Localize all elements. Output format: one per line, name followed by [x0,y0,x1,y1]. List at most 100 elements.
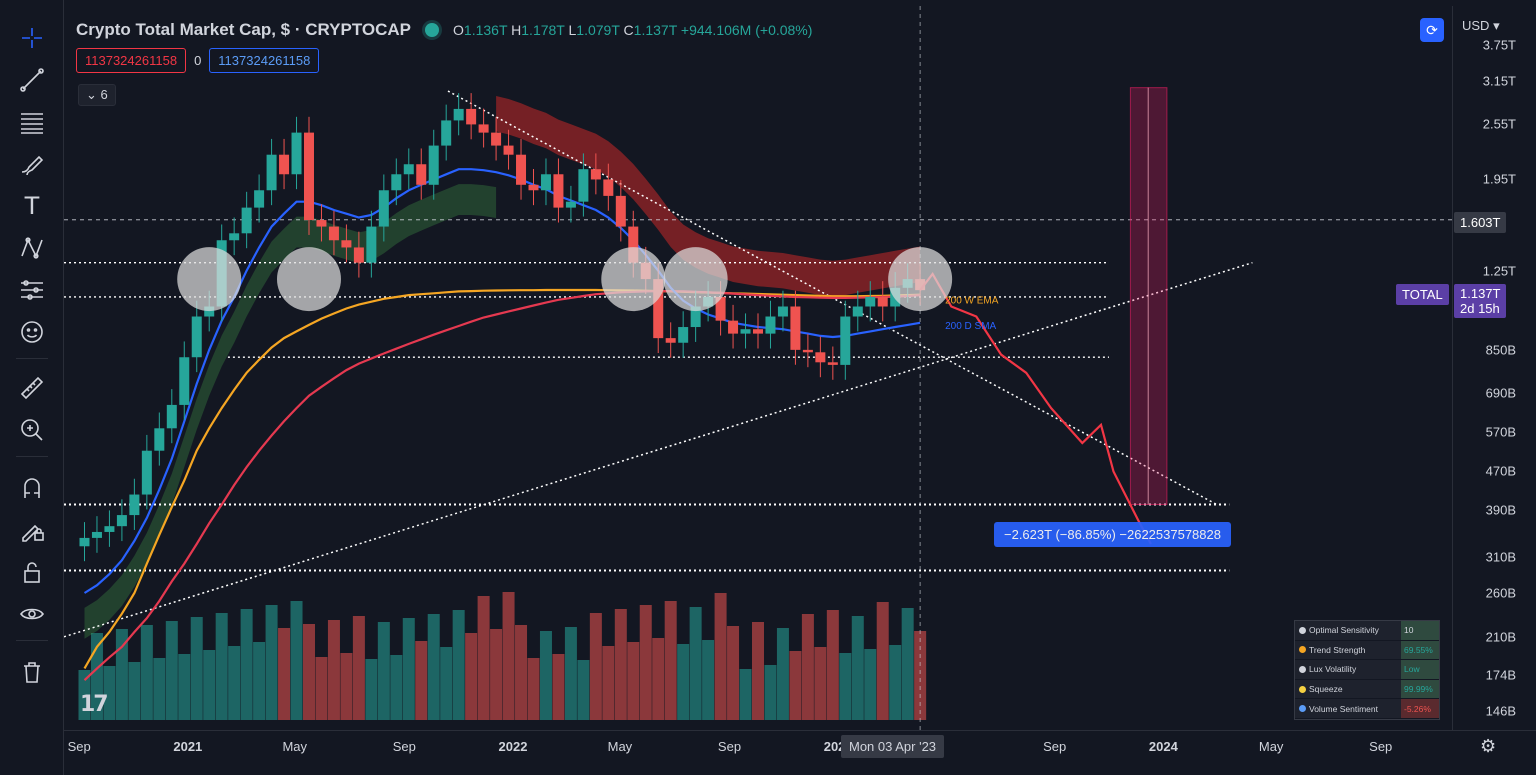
forecast-tool-icon[interactable] [14,272,50,308]
time-tick: May [607,739,633,754]
pattern-icon[interactable] [14,230,50,266]
volume-bar [789,651,802,720]
volume-bar [901,608,914,720]
indicators-collapse-button[interactable]: ⌄ 6 [78,84,116,106]
crosshair-icon[interactable] [14,20,50,56]
price-tick: 174B [1485,667,1516,683]
candle-body [603,179,614,196]
auto-scale-button[interactable]: ⟳ [1420,18,1444,42]
candle-body [877,296,888,307]
volume-bar [889,645,902,720]
candle-body [403,164,414,175]
dashboard-row-value: 69.55% [1401,640,1439,660]
volume-bar [652,638,665,720]
volume-bar [577,660,590,720]
chevron-down-icon: ▾ [1489,18,1500,33]
bolt-icon [1299,685,1306,693]
volume-bar [340,653,353,720]
volume-bar [639,605,652,720]
volume-bar [564,627,577,720]
volume-bar [427,614,440,720]
dashboard-row-label: Lux Volatility [1309,664,1357,675]
candle-body [229,233,240,241]
time-tick: Sep [717,739,742,754]
candle-body [665,338,676,343]
volume-bar [502,592,515,720]
candle-body [453,108,464,121]
candle-body [154,428,165,451]
candle-body [827,362,838,365]
candle-body [353,247,364,263]
time-axis[interactable]: Sep May 2024 Sep 2023 Sep May 2022 Sep May 2021 Sep… [64,730,1536,775]
visibility-icon[interactable] [14,596,50,632]
volume-bar [253,642,266,720]
indicator-inputs: 1137324261158 0 1137324261158 [76,48,320,73]
candle-body [141,450,152,495]
brush-icon[interactable] [14,146,50,182]
volume-bar [752,622,764,720]
volume-bar [664,601,677,720]
candle-body [777,306,788,317]
symbol-title[interactable]: Crypto Total Market Cap, $ · CRYPTOCAP [76,20,412,39]
zoom-in-icon[interactable] [14,412,50,448]
sync-icon: ⟳ [1426,21,1438,38]
candle-body [578,169,589,202]
price-tick: 3.15T [1482,73,1516,89]
support-band [84,184,497,639]
gear-icon[interactable]: ⚙ [1480,736,1497,756]
volume-bar [90,633,103,720]
candle-body [466,108,477,125]
candle-body [328,226,339,241]
dashboard-row-value: 10 [1401,621,1439,640]
price-chart[interactable]: 200 W EMA 200 D SMA [64,6,1452,730]
volume-bar [776,628,789,720]
volume-bar [851,616,864,720]
magnet-icon[interactable] [14,470,50,506]
emoji-icon[interactable] [14,314,50,350]
time-tick: Sep [67,739,91,754]
fib-retracement-icon[interactable] [14,104,50,140]
change-value: +944.106M (+0.08%) [680,22,813,38]
price-axis[interactable]: 3.75T 3.15T 2.55T 1.95T 1.25T 850B 690B 570B 470… [1452,6,1536,730]
volume-bar [215,613,228,720]
trend-line-icon[interactable] [14,62,50,98]
volume-bar [327,620,340,720]
unlock-icon[interactable] [14,554,50,590]
volume-bar [265,605,278,720]
measure-result-box: −2.623T (−86.85%) −2622537578828 [994,522,1231,547]
candle-body [254,190,265,208]
candle-body [815,352,826,363]
volume-bar [190,617,203,720]
ohlc-readout: O1.136T H1.178T L1.079T C1.137T +944.106… [453,22,813,38]
candle-body [540,174,551,191]
lock-drawing-icon[interactable] [14,512,50,548]
tradingview-logo[interactable]: 17 [80,692,109,717]
candle-body [291,132,302,175]
highlight-circle [888,247,953,312]
candle-body [565,201,576,208]
candle-body [653,279,664,339]
volume-bar [677,644,690,720]
time-tick: Sep [1369,739,1393,754]
ruler-icon[interactable] [14,370,50,406]
trash-icon[interactable] [14,654,50,690]
candle-body [765,316,776,334]
candle-body [204,306,215,317]
dashboard-row: Volume Sentiment -5.26% [1295,699,1439,719]
volume-bar [589,613,602,720]
volume-bar [801,614,814,720]
volume-bar [602,646,615,720]
volume-bar [515,625,528,720]
text-tool-icon[interactable]: T [24,192,40,220]
high-value: 1.178T [521,22,565,38]
dashboard-row-value: -5.26% [1401,699,1439,718]
input-box-right[interactable]: 1137324261158 [209,48,320,73]
forecast-line [919,272,1152,545]
candle-body [316,220,327,227]
price-tick: 210B [1485,629,1516,645]
currency-select[interactable]: USD ▾ [1462,18,1500,33]
crosshair-price-label: 1.603T [1454,212,1507,233]
candle-body [79,537,90,547]
input-box-left[interactable]: 1137324261158 [76,48,187,73]
candle-body [91,531,102,538]
